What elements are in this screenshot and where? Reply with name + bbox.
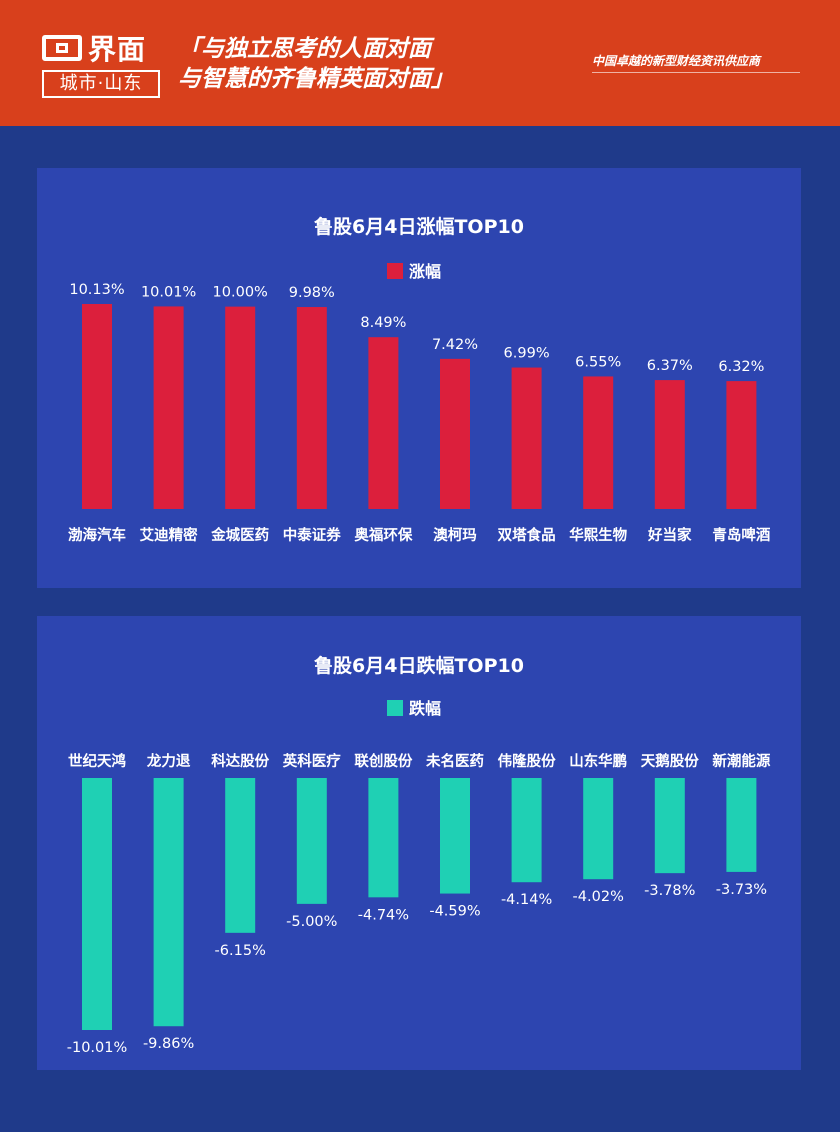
bar (368, 337, 399, 509)
logo-subtitle: 城市·山东 (42, 70, 160, 98)
bar (726, 381, 757, 509)
data-label: -3.73% (716, 882, 767, 898)
data-label: -3.78% (644, 883, 695, 899)
data-label: -4.14% (501, 892, 552, 908)
loss-chart: 鲁股6月4日跌幅TOP10 跌幅 -10.01% 世纪天鸿 -9.86% 龙力退 -6.15… (67, 654, 771, 1056)
data-label: 10.01% (141, 284, 196, 300)
data-label: -4.59% (429, 904, 480, 920)
category-label: 金城医药 (210, 526, 269, 544)
bar (440, 778, 470, 894)
legend-swatch (387, 263, 403, 279)
tagline-rule (592, 72, 800, 73)
bar (296, 307, 327, 509)
category-label: 山东华鹏 (569, 752, 627, 770)
gain-chart: 鲁股6月4日涨幅TOP10 涨幅 10.13% 渤海汽车 10.01% 艾迪精密 10.00… (68, 215, 771, 544)
data-label: -4.02% (573, 889, 624, 905)
data-label: 10.00% (213, 285, 268, 301)
category-label: 世纪天鸿 (68, 752, 126, 770)
category-label: 伟隆股份 (498, 752, 556, 770)
data-label: 10.13% (69, 282, 124, 298)
category-label: 未名医药 (425, 752, 484, 770)
category-label: 华熙生物 (569, 526, 627, 544)
legend-swatch (387, 700, 403, 716)
bar (583, 376, 614, 509)
bar (726, 778, 757, 872)
category-label: 英科医疗 (283, 752, 341, 770)
bar (82, 778, 112, 1030)
slogan-line-1: 「与独立思考的人面对面 (178, 36, 431, 62)
data-label: -9.86% (143, 1036, 194, 1052)
bar (368, 778, 399, 898)
logo-text: 界面 (88, 33, 147, 66)
legend-label: 涨幅 (409, 262, 441, 281)
category-label: 科达股份 (211, 752, 269, 770)
loss-chart-panel: 鲁股6月4日跌幅TOP10 跌幅 -10.01% 世纪天鸿 -9.86% 龙力退 -6.15… (37, 616, 801, 1070)
bar (654, 778, 685, 874)
jiemian-logo: 界面 城市·山东 (42, 30, 160, 98)
chart-title: 鲁股6月4日涨幅TOP10 (313, 215, 524, 238)
category-label: 天鹅股份 (641, 752, 699, 770)
data-label: 6.37% (647, 358, 693, 374)
category-label: 青岛啤酒 (712, 526, 770, 544)
bar (82, 304, 112, 509)
legend-label: 跌幅 (409, 699, 441, 718)
slogan-line-2: 与智慧的齐鲁精英面对面」 (178, 66, 454, 92)
data-label: -6.15% (215, 943, 266, 959)
data-label: 6.55% (575, 354, 621, 370)
data-label: 7.42% (432, 337, 478, 353)
bar (225, 306, 256, 509)
data-label: 9.98% (289, 285, 335, 301)
bar (654, 380, 685, 509)
category-label: 奥福环保 (354, 526, 412, 544)
data-label: -5.00% (286, 914, 337, 930)
data-label: 6.99% (504, 346, 550, 362)
data-label: -10.01% (67, 1040, 128, 1056)
category-label: 新潮能源 (712, 752, 770, 770)
data-label: 6.32% (718, 359, 764, 375)
data-label: -4.74% (358, 907, 409, 923)
chart-title: 鲁股6月4日跌幅TOP10 (313, 654, 524, 677)
category-label: 龙力退 (146, 752, 191, 770)
bar (440, 358, 470, 509)
bar (296, 778, 327, 904)
bar (511, 778, 542, 883)
tagline: 中国卓越的新型财经资讯供应商 (592, 54, 761, 68)
bar (153, 778, 184, 1027)
data-label: 8.49% (360, 315, 406, 331)
bar (511, 367, 542, 509)
category-label: 澳柯玛 (433, 526, 477, 544)
header-banner: 界面 城市·山东 「与独立思考的人面对面 与智慧的齐鲁精英面对面」 中国卓越的新… (0, 0, 840, 126)
gain-chart-panel: 鲁股6月4日涨幅TOP10 涨幅 10.13% 渤海汽车 10.01% 艾迪精密 10.00… (37, 168, 801, 588)
bar (583, 778, 614, 880)
category-label: 中泰证券 (283, 526, 341, 544)
category-label: 联创股份 (354, 752, 412, 770)
category-label: 渤海汽车 (68, 526, 126, 544)
bar (225, 778, 256, 933)
category-label: 艾迪精密 (140, 526, 198, 544)
category-label: 双塔食品 (498, 526, 556, 544)
jiemian-logo-icon (42, 35, 82, 61)
category-label: 好当家 (647, 526, 692, 544)
slogan: 「与独立思考的人面对面 与智慧的齐鲁精英面对面」 (178, 34, 454, 94)
bar (153, 306, 184, 509)
